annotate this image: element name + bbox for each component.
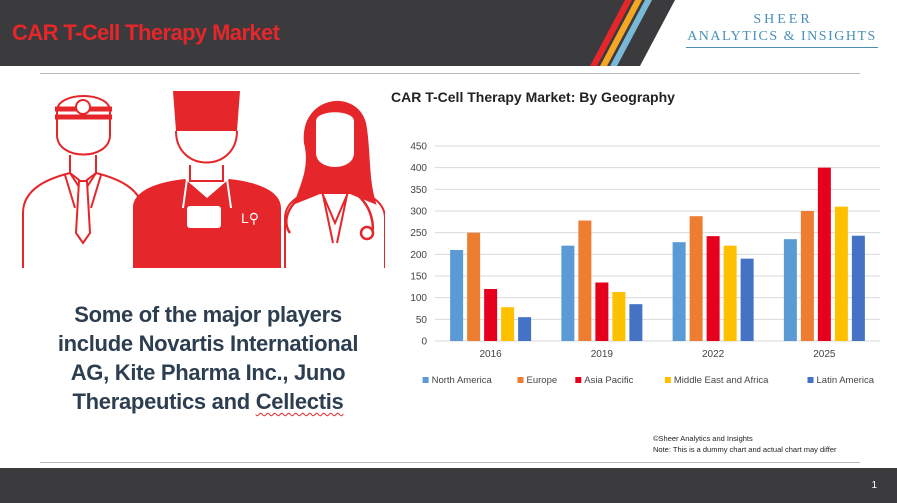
bar-asia-pacific-2025 [817, 167, 831, 341]
legend-label: Asia Pacific [584, 375, 633, 386]
legend-swatch [422, 377, 429, 383]
bar-europe-2016 [467, 232, 481, 341]
bar-middle-east-and-africa-2019 [612, 292, 626, 341]
bar-middle-east-and-africa-2016 [501, 307, 515, 341]
legend-swatch [807, 377, 814, 383]
bar-europe-2025 [800, 211, 814, 341]
legend-label: Europe [527, 375, 558, 386]
x-tick-label: 2022 [702, 349, 725, 360]
legend-swatch [664, 377, 671, 383]
y-tick-label: 100 [410, 293, 427, 304]
players-text-main: Some of the major players include Novart… [57, 302, 359, 414]
divider-top [40, 73, 860, 74]
players-text-last: Cellectis [255, 389, 344, 414]
page-title: CAR T-Cell Therapy Market [12, 20, 280, 45]
y-tick-label: 150 [410, 272, 427, 283]
stethoscope-icon [285, 192, 375, 241]
legend-label: North America [432, 375, 493, 386]
stripe-blue [610, 0, 652, 66]
bar-north-america-2016 [450, 250, 464, 341]
y-tick-label: 400 [410, 163, 427, 174]
logo-line-2: ANALYTICS & INSIGHTS [687, 29, 877, 44]
disclaimer-note: Note: This is a dummy chart and actual c… [653, 445, 837, 454]
y-tick-label: 200 [410, 250, 427, 261]
bar-asia-pacific-2016 [484, 289, 498, 341]
doctors-illustration: L⚲ [22, 91, 385, 268]
logo-underline [686, 47, 878, 48]
x-tick-label: 2025 [813, 349, 836, 360]
logo-white-panel [640, 0, 897, 66]
bar-europe-2022 [689, 216, 703, 341]
legend-label: Middle East and Africa [674, 375, 769, 386]
doctor-female-icon [284, 100, 385, 268]
y-tick-label: 450 [410, 142, 427, 153]
bar-latin-america-2025 [851, 235, 865, 341]
y-tick-label: 250 [410, 228, 427, 239]
major-players-text: Some of the major players include Novart… [38, 300, 378, 416]
bar-europe-2019 [578, 220, 592, 341]
legend-swatch [517, 377, 524, 383]
surgeon-icon: L⚲ [133, 91, 281, 268]
bar-north-america-2022 [672, 242, 686, 341]
bar-latin-america-2016 [518, 317, 532, 341]
legend-label: Latin America [817, 375, 875, 386]
svg-text:L⚲: L⚲ [241, 210, 259, 226]
bar-north-america-2025 [783, 239, 797, 341]
y-tick-label: 350 [410, 185, 427, 196]
bar-latin-america-2022 [740, 258, 754, 341]
stripe-red [590, 0, 632, 66]
bar-asia-pacific-2019 [595, 282, 609, 341]
bar-middle-east-and-africa-2025 [834, 206, 848, 341]
doctor-male-icon [22, 95, 144, 268]
divider-bottom [40, 462, 860, 463]
x-tick-label: 2019 [591, 349, 614, 360]
logo-line-1: SHEER [753, 12, 813, 27]
bar-latin-america-2019 [629, 304, 643, 341]
x-tick-label: 2016 [480, 349, 503, 360]
legend-swatch [575, 377, 582, 383]
bar-asia-pacific-2022 [706, 236, 720, 341]
bar-chart: 0 50 100 150 200 250 300 350 400 450 2016 2019 2022 2… [410, 142, 880, 386]
logo-background [590, 0, 897, 66]
page-number: 1 [871, 480, 877, 491]
y-tick-label: 300 [410, 207, 427, 218]
bar-middle-east-and-africa-2022 [723, 245, 737, 341]
y-tick-label: 0 [421, 337, 427, 348]
chart-title: CAR T-Cell Therapy Market: By Geography [391, 89, 675, 105]
stripe-orange [600, 0, 642, 66]
y-tick-label: 50 [416, 315, 428, 326]
bar-north-america-2019 [561, 245, 575, 341]
footer-bar: 1 [0, 468, 897, 503]
copyright-note: ©Sheer Analytics and Insights [653, 434, 753, 443]
